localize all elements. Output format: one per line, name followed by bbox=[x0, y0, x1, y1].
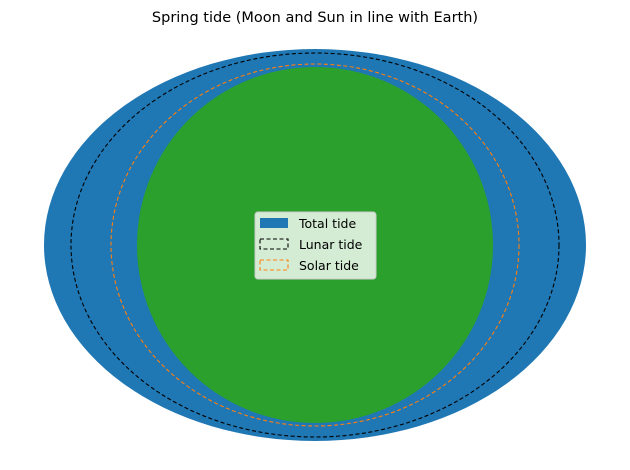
legend-swatch-total-tide bbox=[260, 218, 288, 228]
figure-title: Spring tide (Moon and Sun in line with E… bbox=[152, 10, 478, 26]
legend-swatch-lunar-tide bbox=[259, 238, 289, 250]
legend-label-lunar-tide: Lunar tide bbox=[299, 237, 363, 252]
lunar-tide-ellipse bbox=[70, 52, 560, 438]
legend-box bbox=[254, 211, 377, 280]
legend-label-solar-tide: Solar tide bbox=[299, 258, 359, 273]
legend-label-total-tide: Total tide bbox=[298, 216, 356, 231]
legend-swatch-solar-tide bbox=[259, 259, 289, 271]
legend: Total tide Lunar tide Solar tide bbox=[254, 211, 377, 280]
solar-tide-ellipse bbox=[110, 63, 520, 427]
